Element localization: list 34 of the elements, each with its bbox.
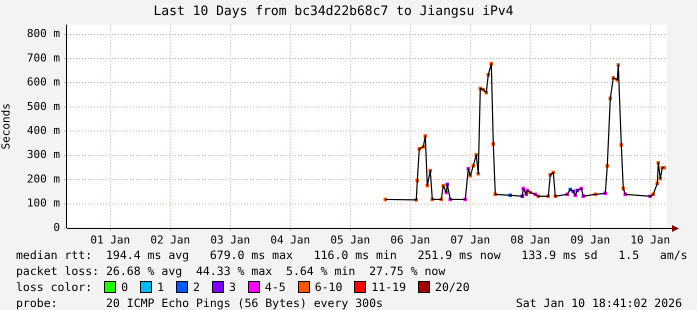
x-tick-label: 05 Jan <box>330 233 370 246</box>
text: packet loss: 26.68 % avg 44.33 % max 5.64 % min 27.75 % now <box>16 263 446 279</box>
text: median rtt: 194.4 ms avg 679.0 ms max 116.0 ms min 251.9 ms now 133.9 ms sd 1.5 am/s <box>16 247 688 263</box>
x-tick-label: 08 Jan <box>510 233 550 246</box>
text: probe: 20 ICMP Echo Pings (56 Bytes) every 300s <box>16 295 383 310</box>
y-tick-label: 300 m <box>26 148 60 162</box>
y-tick-label: 100 m <box>26 196 60 210</box>
x-tick-label: 01 Jan <box>90 233 130 246</box>
legend-label: 11-19 <box>371 279 406 295</box>
text: Sat Jan 10 18:41:02 2026 <box>516 295 682 310</box>
legend-label: 4-5 <box>264 279 286 295</box>
legend-label: 0 <box>121 279 128 295</box>
y-tick-label: 600 m <box>26 76 60 89</box>
y-tick-label: 200 m <box>26 172 60 186</box>
x-tick-label: 03 Jan <box>210 233 250 246</box>
x-tick-label: 06 Jan <box>390 233 430 246</box>
y-tick-label: 400 m <box>26 124 60 137</box>
x-tick-label: 10 Jan <box>630 233 670 246</box>
x-tick-label: 04 Jan <box>270 233 310 246</box>
legend-label: 6-10 <box>314 279 342 295</box>
y-tick-label: 800 m <box>26 27 60 40</box>
y-tick-label: 500 m <box>26 100 60 113</box>
x-tick-label: 07 Jan <box>450 233 490 246</box>
y-axis-title: Seconds <box>0 103 12 150</box>
y-tick-label: 700 m <box>26 51 60 64</box>
chart-title: Last 10 Days from bc34d22b68c7 to Jiangsu iPv4 <box>153 4 514 20</box>
legend-label: 2 <box>193 279 200 295</box>
x-tick-label: 02 Jan <box>150 233 190 246</box>
legend-label: 3 <box>228 279 236 295</box>
legend-label: 1 <box>157 279 164 295</box>
y-tick-label: 0 <box>53 220 60 234</box>
legend-label: 20/20 <box>435 279 470 295</box>
x-tick-label: 09 Jan <box>570 233 610 246</box>
legend-title: loss color: <box>16 279 92 295</box>
